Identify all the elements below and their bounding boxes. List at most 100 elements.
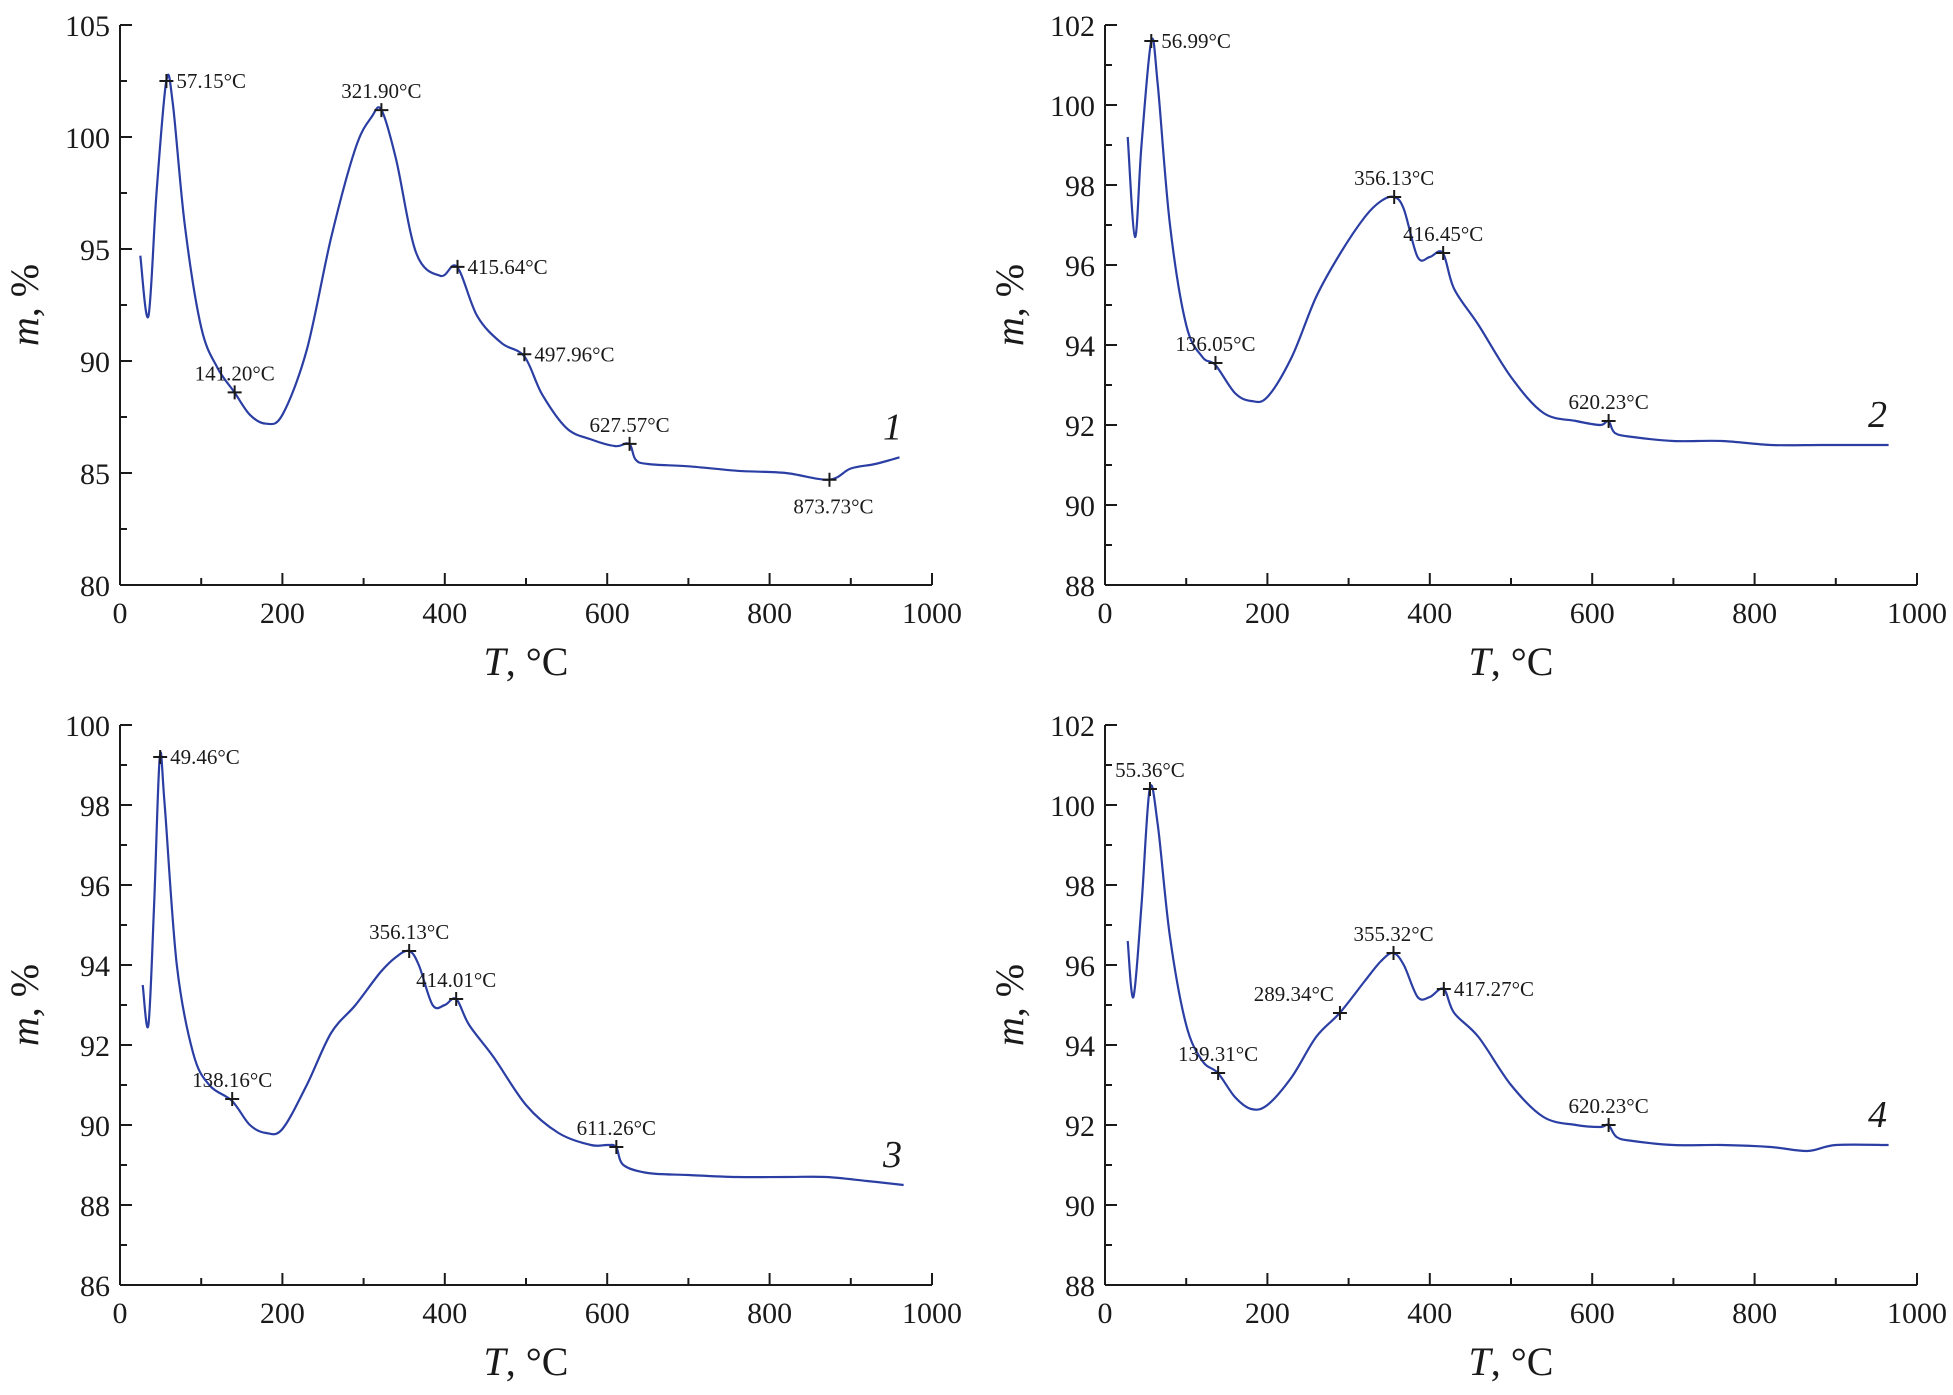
y-tick-label: 105 <box>65 10 110 43</box>
y-tick-label: 90 <box>1065 490 1095 523</box>
x-tick-label: 200 <box>1245 597 1290 630</box>
y-tick-label: 88 <box>1065 1270 1095 1303</box>
x-tick-label: 1000 <box>902 1297 962 1330</box>
x-tick-label: 400 <box>422 597 467 630</box>
x-tick-label: 1000 <box>1887 597 1947 630</box>
y-tick-label: 96 <box>1065 950 1095 983</box>
peak-marker <box>822 472 837 487</box>
y-tick-label: 88 <box>80 1190 110 1223</box>
y-tick-label: 80 <box>80 570 110 603</box>
peak-label: 56.99°C <box>1161 29 1231 53</box>
x-tick-label: 400 <box>1407 597 1452 630</box>
y-tick-label: 92 <box>80 1030 110 1063</box>
y-tick-label: 86 <box>80 1270 110 1303</box>
series-line-4 <box>1126 784 1889 1153</box>
peak-marker <box>1387 190 1402 204</box>
x-tick-label: 800 <box>1732 597 1777 630</box>
x-tick-label: 400 <box>422 1297 467 1330</box>
peak-label: 627.57°C <box>590 413 670 437</box>
peak-label: 138.16°C <box>192 1068 272 1092</box>
peak-marker <box>227 385 242 400</box>
y-tick-label: 92 <box>1065 1110 1095 1143</box>
peak-label: 289.34°C <box>1254 982 1334 1006</box>
peak-marker <box>225 1092 240 1106</box>
y-tick-label: 90 <box>80 1110 110 1143</box>
peak-label: 611.26°C <box>577 1116 656 1140</box>
y-tick-label: 96 <box>1065 250 1095 283</box>
x-tick-label: 0 <box>113 1297 128 1330</box>
y-tick-label: 98 <box>1065 170 1095 203</box>
x-tick-label: 600 <box>1570 597 1615 630</box>
peak-label: 49.46°C <box>170 745 240 769</box>
peak-label: 355.32°C <box>1353 922 1433 946</box>
peak-marker <box>1211 1066 1226 1080</box>
x-tick-label: 0 <box>113 597 128 630</box>
x-tick-label: 0 <box>1098 597 1113 630</box>
peak-marker <box>1332 1006 1347 1020</box>
x-axis-title: T, °C <box>484 639 569 684</box>
y-tick-label: 92 <box>1065 410 1095 443</box>
x-tick-label: 200 <box>1245 1297 1290 1330</box>
peak-marker <box>402 944 417 958</box>
y-axis-title: m, % <box>987 964 1032 1046</box>
peak-marker <box>1386 946 1401 960</box>
x-tick-label: 1000 <box>902 597 962 630</box>
y-tick-label: 88 <box>1065 570 1095 603</box>
peak-label: 139.31°C <box>1178 1042 1258 1066</box>
y-tick-label: 90 <box>80 346 110 379</box>
panel-number: 4 <box>1868 1094 1887 1136</box>
peak-label: 416.45°C <box>1403 222 1483 246</box>
x-tick-label: 200 <box>260 597 305 630</box>
y-tick-label: 90 <box>1065 1190 1095 1223</box>
peak-marker <box>1601 1118 1616 1132</box>
peak-label: 356.13°C <box>369 920 449 944</box>
panel-4: 0 200 400 600 800 1000 88 90 92 94 96 98 100 102 T, °C… <box>987 710 1947 1384</box>
panel-number: 3 <box>882 1134 902 1176</box>
y-axis-title: m, % <box>2 264 47 346</box>
peak-label: 55.36°C <box>1115 758 1185 782</box>
peak-marker <box>622 436 637 451</box>
x-axis-title: T, °C <box>1469 639 1554 684</box>
x-tick-label: 600 <box>585 597 630 630</box>
y-axis-title: m, % <box>987 264 1032 346</box>
panel-2: 0 200 400 600 800 1000 88 90 92 94 96 98 100 102 T, °C… <box>987 10 1947 684</box>
y-tick-label: 100 <box>1050 790 1095 823</box>
peak-marker <box>449 992 464 1006</box>
y-tick-label: 85 <box>80 458 110 491</box>
y-tick-label: 98 <box>1065 870 1095 903</box>
peak-label: 356.13°C <box>1354 166 1434 190</box>
x-tick-label: 600 <box>585 1297 630 1330</box>
peak-marker <box>1142 782 1157 796</box>
series-line-2 <box>1126 37 1889 447</box>
panel-3: 0 200 400 600 800 1000 86 88 90 92 94 96 98 100 T, °C m… <box>2 710 962 1384</box>
peak-label: 620.23°C <box>1569 1094 1649 1118</box>
peak-marker <box>1436 246 1451 260</box>
peak-marker <box>159 74 174 88</box>
peak-marker <box>374 103 389 118</box>
panel-number: 2 <box>1868 394 1887 436</box>
y-tick-label: 95 <box>80 234 110 267</box>
peak-marker <box>153 750 168 764</box>
peak-marker <box>1208 356 1223 370</box>
peak-marker <box>517 347 532 362</box>
y-tick-label: 98 <box>80 790 110 823</box>
y-tick-label: 100 <box>65 710 110 743</box>
peak-marker <box>1144 34 1159 48</box>
x-tick-label: 800 <box>1732 1297 1777 1330</box>
x-axis-title: T, °C <box>1469 1339 1554 1384</box>
y-tick-label: 102 <box>1050 710 1095 743</box>
peak-label: 321.90°C <box>341 79 421 103</box>
peak-marker <box>450 259 465 274</box>
y-tick-label: 96 <box>80 870 110 903</box>
y-tick-label: 94 <box>1065 330 1095 363</box>
peak-marker <box>609 1140 624 1154</box>
y-tick-label: 100 <box>65 122 110 155</box>
peak-label: 415.64°C <box>467 255 547 279</box>
y-tick-label: 102 <box>1050 10 1095 43</box>
x-tick-label: 200 <box>260 1297 305 1330</box>
y-tick-label: 100 <box>1050 90 1095 123</box>
peak-marker <box>1601 414 1616 428</box>
x-axis-title: T, °C <box>484 1339 569 1384</box>
x-tick-label: 800 <box>747 597 792 630</box>
